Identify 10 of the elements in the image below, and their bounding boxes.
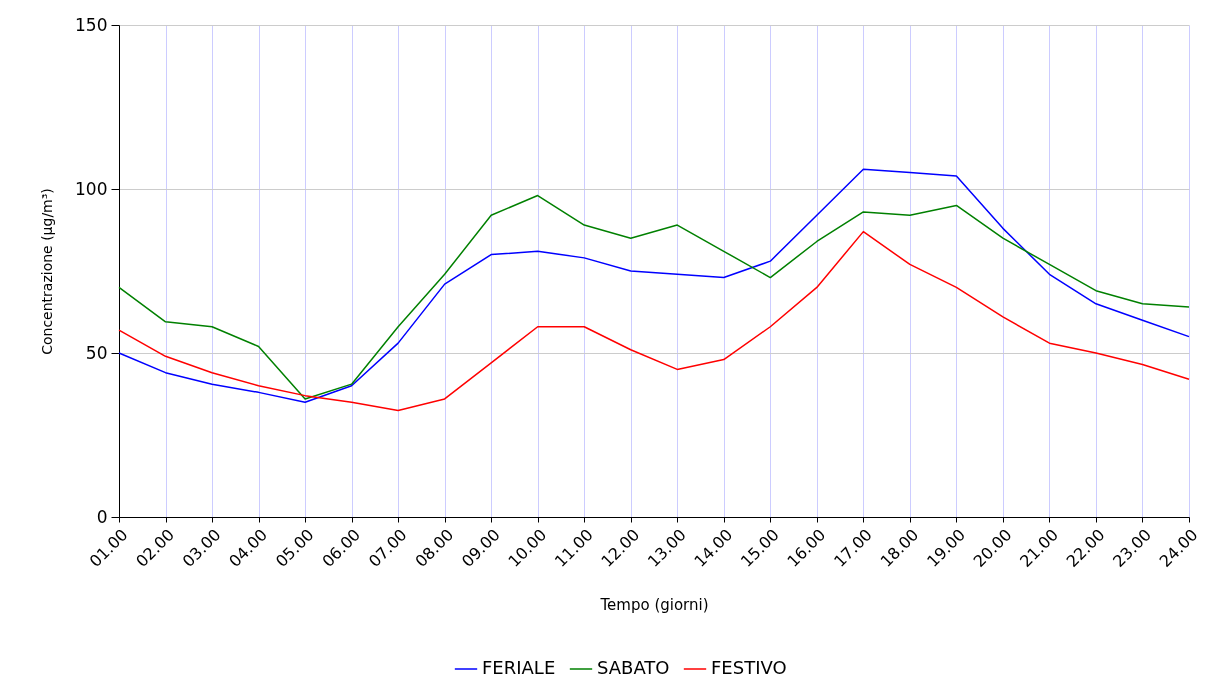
y-axis-title: Concentrazione (µg/m³) [39, 188, 56, 355]
legend-label: FESTIVO [711, 657, 787, 678]
y-tick-label: 50 [85, 342, 108, 363]
legend-label: FERIALE [482, 657, 556, 678]
y-tick-label: 150 [75, 14, 108, 35]
x-axis-title: Tempo (giorni) [599, 596, 709, 615]
y-tick-label: 0 [96, 506, 108, 527]
line-series [118, 230, 1190, 412]
y-tick-label: 100 [75, 178, 108, 199]
legend-label: SABATO [597, 657, 670, 678]
